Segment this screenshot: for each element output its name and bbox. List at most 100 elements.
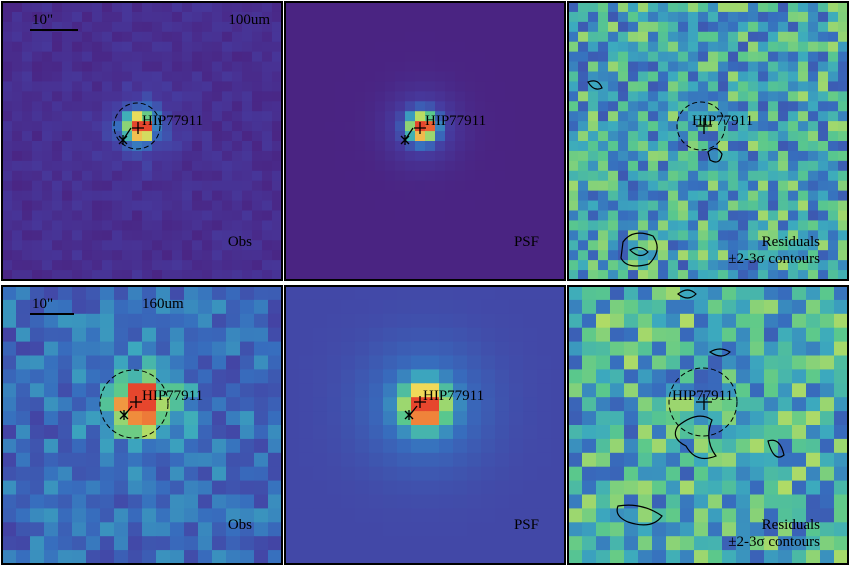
pixel [415, 190, 426, 202]
pixel [72, 170, 83, 182]
pixel [736, 466, 751, 482]
pixel [439, 355, 454, 370]
pixel [254, 411, 269, 426]
pixel [92, 111, 103, 122]
pixel [788, 31, 799, 43]
pixel [405, 51, 416, 63]
pixel [365, 131, 376, 142]
pixel [272, 230, 282, 241]
pixel [728, 230, 739, 241]
pixel [708, 299, 723, 315]
pixel [568, 2, 579, 13]
pixel [750, 397, 765, 412]
pixel [718, 250, 729, 261]
pixel [568, 341, 583, 357]
pixel [102, 71, 113, 83]
pixel [465, 51, 476, 63]
pixel [2, 121, 13, 132]
pixel [182, 41, 193, 53]
pixel [72, 91, 83, 102]
pixel [475, 240, 486, 251]
pixel [808, 190, 819, 202]
pixel [582, 550, 597, 564]
pixel [798, 71, 809, 83]
pixel [132, 250, 143, 261]
pixel [102, 240, 113, 251]
pixel [598, 91, 609, 102]
pixel [505, 91, 516, 102]
pixel [465, 170, 476, 182]
pixel [341, 508, 356, 523]
pixel [411, 313, 426, 329]
pixel [252, 81, 263, 92]
pixel [62, 230, 73, 241]
pixel [202, 160, 213, 172]
pixel [272, 200, 282, 212]
pixel [222, 190, 233, 202]
pixel [172, 131, 183, 142]
pixel [834, 550, 848, 564]
pixel [648, 131, 659, 142]
pixel [415, 131, 426, 142]
pixel [728, 91, 739, 102]
pixel [515, 101, 526, 112]
pixel [515, 61, 526, 73]
pixel [545, 111, 556, 122]
pixel [748, 230, 759, 241]
pixel [2, 170, 13, 182]
pixel [555, 21, 565, 33]
pixel [568, 190, 579, 202]
pixel [838, 111, 848, 122]
pixel [82, 101, 93, 112]
pixel [369, 383, 384, 398]
pixel [184, 355, 199, 370]
pixel [455, 111, 466, 122]
pixel [182, 141, 193, 152]
pixel [355, 260, 366, 271]
pixel [708, 230, 719, 241]
pixel [652, 327, 667, 343]
pixel [142, 131, 153, 142]
pixel [122, 230, 133, 241]
aperture [676, 101, 726, 151]
pixel [12, 210, 23, 222]
pixel [515, 220, 526, 231]
pixel [455, 170, 466, 182]
pixel [467, 327, 482, 343]
pixel [397, 327, 412, 343]
pixel [192, 91, 203, 102]
pixel [798, 31, 809, 43]
pixel [515, 230, 526, 241]
pixel [764, 383, 779, 398]
pixel [648, 220, 659, 231]
pixel [184, 299, 199, 315]
pixel [505, 21, 516, 33]
pixel [828, 141, 839, 152]
pixel [465, 111, 476, 122]
pixel [445, 121, 456, 132]
pixel [485, 91, 496, 102]
pixel [652, 494, 667, 509]
pixel [798, 220, 809, 231]
pixel [12, 141, 23, 152]
pixel [465, 260, 476, 271]
pixel [750, 536, 765, 551]
pixel [272, 160, 282, 172]
pixel [748, 220, 759, 231]
pixel [355, 522, 370, 537]
pixel [535, 170, 546, 182]
pixel [652, 369, 667, 384]
pixel [568, 150, 579, 162]
pixel [355, 121, 366, 132]
pixel [439, 341, 454, 357]
pixel [525, 131, 536, 142]
pixel [365, 61, 376, 73]
pixel [30, 425, 45, 440]
pixel [30, 341, 45, 357]
pixel [582, 466, 597, 482]
pixel [748, 260, 759, 271]
pixel [132, 31, 143, 43]
pixel [375, 101, 386, 112]
pixel [12, 170, 23, 182]
pixel [820, 536, 835, 551]
